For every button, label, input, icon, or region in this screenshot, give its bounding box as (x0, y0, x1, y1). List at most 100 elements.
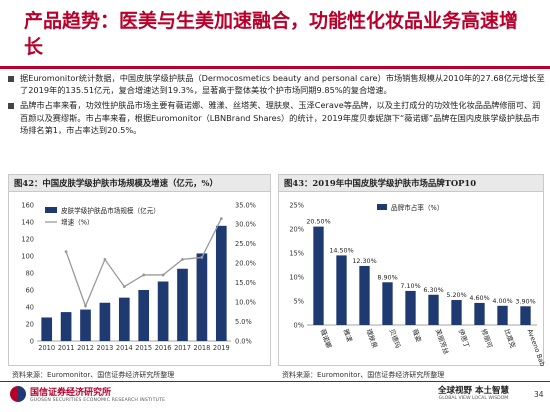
bar (177, 268, 188, 341)
bar (80, 309, 91, 341)
growth-point (84, 304, 87, 308)
y-tick-label-right: 30.0% (235, 221, 256, 229)
footer-divider (0, 381, 550, 382)
bar (157, 281, 169, 341)
bar (215, 225, 227, 341)
y-tick-label-left: 0 (30, 337, 34, 345)
figure-title: 图43：2019年中国皮肤学级护肤市场品牌TOP10 (279, 175, 543, 192)
slogan-en: GLOBAL VIEW LOCAL WISDOM (438, 396, 509, 401)
figure-brand-top10: 图43：2019年中国皮肤学级护肤市场品牌TOP10 0% 5% 10% 15% 20%… (278, 174, 545, 366)
bar (99, 302, 111, 341)
bar (520, 306, 531, 325)
y-tick-label-left: 20 (26, 320, 34, 328)
legend-swatch-bar (377, 204, 387, 210)
growth-point (122, 285, 126, 288)
bar (405, 290, 416, 325)
x-tick-label: 比度克 (503, 328, 518, 350)
growth-point (219, 217, 223, 220)
x-tick-label: 贝德玛 (388, 328, 403, 350)
x-tick-label: 2010 (38, 344, 55, 352)
y-tick-label-left: 140 (21, 218, 34, 226)
data-label: 12.30% (352, 257, 376, 265)
bar (118, 297, 130, 341)
bullet-item: 据Euromonitor统计数据，中国皮肤学级护肤品（Dermocosmetic… (8, 72, 546, 96)
source-note: 资料来源：Euromonitor、国信证券经济研究所整理 (12, 371, 175, 379)
x-tick-label: 薇诺娜 (319, 328, 334, 350)
title-divider (0, 66, 550, 69)
data-label: 7.10% (400, 282, 420, 290)
market-size-chart: 0 20 40 60 80 100 120 140 160 0.0% 5.0% 10.0% 15.0% 2… (21, 201, 256, 352)
y-tick-label-left: 60 (26, 286, 34, 294)
data-label: 5.20% (446, 291, 466, 299)
figure-market-size: 图42：中国皮肤学级护肤市场规模及增速（亿元，%） 0 20 40 60 80 100 12… (8, 174, 271, 366)
data-label: 4.00% (492, 297, 512, 305)
logo-name-en: GUOSEN SECURITIES ECONOMIC RESEARCH INST… (30, 398, 166, 403)
data-label: 20.50% (306, 218, 330, 226)
bar (60, 312, 72, 341)
bar (336, 255, 347, 325)
x-tick-label: 伊思丁 (457, 328, 472, 350)
source-note: 资料来源：Euromonitor、国信证券经济研究所整理 (282, 371, 445, 379)
data-label: 14.50% (329, 246, 353, 254)
y-tick-label: 25% (289, 201, 304, 209)
growth-point (161, 273, 165, 277)
y-tick-label-left: 160 (21, 201, 34, 209)
bar (474, 302, 485, 325)
x-tick-label: 2015 (135, 344, 152, 352)
x-tick-label: 2011 (58, 344, 75, 352)
y-tick-label-left: 40 (26, 303, 34, 311)
x-tick-label: 芙丽芳丝 (434, 328, 452, 356)
y-tick-label-left: 120 (21, 235, 34, 243)
y-tick-label: 20% (289, 225, 304, 233)
data-label: 3.90% (515, 297, 535, 305)
legend-label: 皮肤学级护肤品市场规模（亿元） (61, 206, 160, 215)
x-tick-label: 2018 (194, 344, 211, 352)
y-tick-label-right: 15.0% (235, 279, 256, 287)
slogan-cn: 全球视野 本土智慧 (438, 386, 509, 396)
y-tick-label-right: 10.0% (235, 298, 256, 306)
y-tick-label-left: 80 (26, 269, 34, 277)
growth-point (142, 273, 146, 277)
y-tick-label: 15% (289, 249, 304, 257)
bar (451, 300, 462, 325)
growth-point (103, 258, 107, 261)
square-bullet-icon (8, 103, 14, 110)
legend-swatch-bar (45, 207, 57, 213)
y-tick-label-left: 100 (21, 252, 34, 260)
y-tick-label-right: 35.0% (235, 201, 256, 209)
x-tick-label: Aveeno Baby (526, 328, 545, 366)
y-tick-label-right: 20.0% (235, 260, 256, 268)
y-tick-label: 10% (289, 273, 304, 281)
x-tick-label: 修丽可 (480, 328, 495, 350)
legend-label: 品牌市占率（%） (391, 203, 443, 212)
figure-title: 图42：中国皮肤学级护肤市场规模及增速（亿元，%） (9, 175, 270, 192)
x-tick-label: 2014 (116, 344, 133, 352)
y-tick-label-right: 0.0% (235, 337, 252, 345)
data-label: 8.90% (377, 273, 397, 281)
bar (359, 265, 370, 325)
bullet-list: 据Euromonitor统计数据，中国皮肤学级护肤品（Dermocosmetic… (8, 72, 546, 139)
square-bullet-icon (8, 76, 14, 82)
bar (196, 253, 208, 341)
page-number: 34 (534, 390, 544, 399)
legend-label: 增速（%） (61, 218, 94, 227)
logo-icon (10, 386, 26, 402)
brand-share-chart: 0% 5% 10% 15% 20% 25% 20.50% 薇诺娜 14.50% 雅漾 12.30% 理… (289, 201, 545, 366)
y-tick-label: 0% (294, 321, 304, 329)
x-tick-label: 2016 (155, 344, 172, 352)
growth-point (64, 250, 68, 254)
y-tick-label-right: 25.0% (235, 240, 256, 248)
x-tick-label: 2017 (174, 344, 191, 352)
bar (138, 290, 150, 341)
title-bar: 产品趋势：医美与生美加速融合，功能性化妆品业务高速增长 (0, 0, 550, 66)
growth-point (181, 258, 184, 261)
x-tick-label: 雅漾 (342, 328, 355, 344)
bullet-item: 品牌市占率来看，功效性护肤品市场主要有薇诺娜、雅漾、丝塔芙、理肤泉、玉泽Cera… (8, 99, 546, 136)
x-tick-label: 2012 (77, 344, 94, 352)
bar (41, 317, 53, 341)
bar (313, 226, 324, 325)
slogan: 全球视野 本土智慧 GLOBAL VIEW LOCAL WISDOM (438, 384, 509, 401)
x-tick-label: 2019 (213, 344, 230, 352)
x-tick-label: 薇姿 (411, 328, 424, 344)
x-tick-label: 理肤泉 (365, 328, 380, 350)
